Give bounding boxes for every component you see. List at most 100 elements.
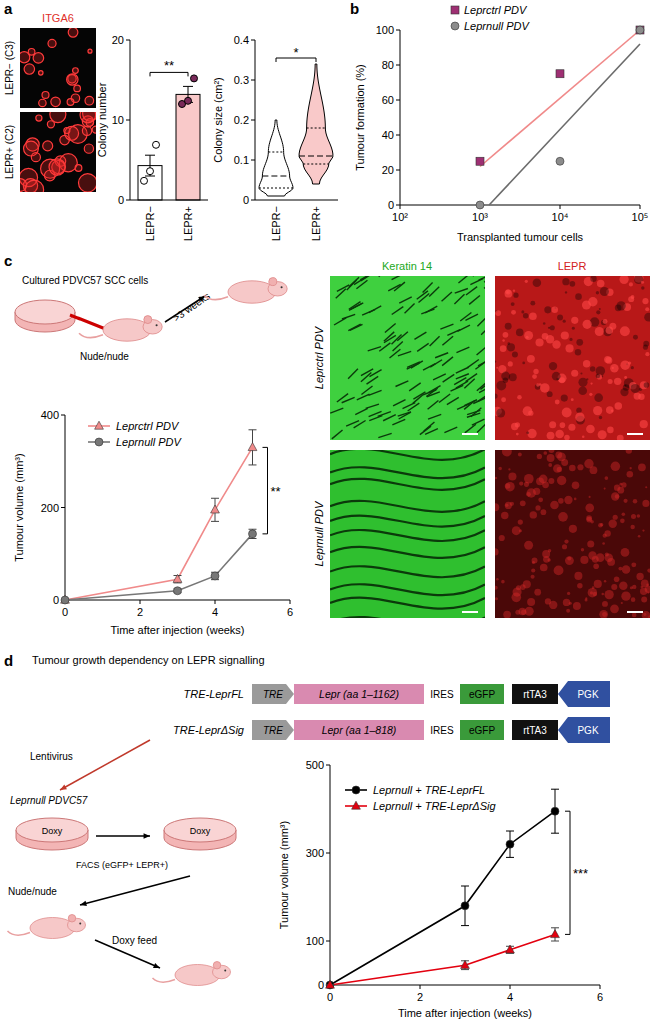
decoration — [621, 591, 630, 600]
decoration — [442, 336, 453, 345]
decoration — [555, 400, 560, 405]
error-bar — [145, 155, 155, 176]
decoration — [533, 369, 538, 374]
decoration — [512, 588, 521, 597]
tick — [396, 205, 400, 206]
decoration — [503, 611, 511, 618]
decoration — [532, 557, 538, 563]
decoration — [611, 409, 614, 412]
decoration — [538, 497, 543, 502]
decoration — [641, 580, 649, 588]
decoration — [357, 394, 370, 400]
decoration — [460, 313, 471, 321]
decoration — [575, 293, 582, 300]
part-label: eGFP — [469, 725, 495, 736]
decoration — [585, 599, 588, 602]
decoration — [562, 544, 567, 549]
legend-label: Leprnull + TRE-LeprFL — [373, 784, 485, 796]
decoration — [153, 978, 176, 982]
decoration — [522, 362, 525, 365]
axis-title: Transplanted tumour cells — [457, 231, 584, 243]
decoration — [499, 535, 505, 541]
decoration — [481, 325, 485, 335]
decoration — [42, 91, 49, 98]
decoration — [24, 64, 34, 74]
decoration — [389, 349, 400, 358]
tick — [251, 80, 255, 81]
decoration — [602, 601, 608, 607]
decoration — [342, 314, 355, 319]
decoration — [496, 367, 498, 369]
decoration — [628, 361, 631, 364]
tick — [251, 120, 255, 121]
decoration — [632, 613, 637, 618]
decoration — [542, 333, 549, 340]
decoration — [495, 394, 498, 399]
decoration — [604, 580, 607, 583]
dish-icon — [164, 818, 236, 842]
decoration — [519, 529, 522, 532]
decoration — [574, 498, 577, 501]
decoration — [619, 276, 628, 284]
decoration — [517, 395, 522, 400]
decoration — [503, 332, 509, 338]
panel-letter: c — [4, 252, 12, 269]
decoration — [620, 388, 628, 396]
construct-part — [460, 720, 504, 740]
decoration — [604, 356, 611, 363]
significance-bracket — [565, 811, 570, 934]
decoration — [590, 366, 596, 372]
mouse-icon — [153, 962, 231, 986]
decoration — [549, 421, 556, 428]
tick — [600, 985, 601, 989]
decoration — [599, 610, 608, 618]
decoration — [420, 426, 431, 435]
decoration — [505, 323, 512, 330]
decoration — [627, 471, 634, 478]
part-label: rtTA3 — [523, 725, 547, 736]
schematic-label: Nude/nude — [8, 886, 57, 897]
decoration — [393, 400, 405, 406]
decoration — [583, 360, 590, 367]
decoration — [520, 500, 526, 506]
schematic-label: Doxy feed — [112, 935, 157, 946]
decoration — [519, 481, 523, 485]
decoration — [20, 112, 96, 192]
legend-marker — [95, 421, 104, 429]
decoration — [615, 402, 623, 410]
legend-marker — [95, 438, 103, 446]
decoration — [51, 97, 60, 106]
decoration — [379, 343, 390, 351]
tick-label: 0.2 — [234, 114, 249, 126]
plot-area — [61, 430, 257, 604]
dish-icon — [16, 818, 88, 842]
plot-area — [495, 450, 650, 618]
decoration — [571, 317, 578, 324]
decoration — [589, 496, 591, 498]
decoration — [49, 159, 65, 175]
decoration — [551, 307, 558, 314]
decoration — [330, 276, 485, 440]
decoration — [630, 467, 632, 469]
decoration — [572, 482, 580, 490]
decoration — [456, 347, 469, 352]
decoration — [623, 499, 627, 503]
part-label: Lepr (aa 1–818) — [322, 724, 397, 736]
decoration — [495, 310, 501, 316]
plot-area — [476, 26, 644, 209]
axis-title: Tumour volume (mm³) — [278, 821, 290, 929]
decoration — [615, 494, 620, 499]
decoration — [593, 563, 599, 569]
decoration — [548, 463, 552, 467]
decoration — [590, 382, 592, 384]
row-label: Leprctrl PDV — [313, 325, 325, 389]
part-label: PGK — [577, 725, 598, 736]
decoration — [565, 556, 574, 565]
decoration — [531, 568, 535, 572]
tick — [290, 600, 291, 604]
decoration — [516, 433, 519, 436]
plot-area — [20, 28, 96, 108]
decoration — [565, 344, 573, 352]
tick — [126, 200, 130, 201]
row-label: LEPR+ (C2) — [4, 125, 15, 179]
